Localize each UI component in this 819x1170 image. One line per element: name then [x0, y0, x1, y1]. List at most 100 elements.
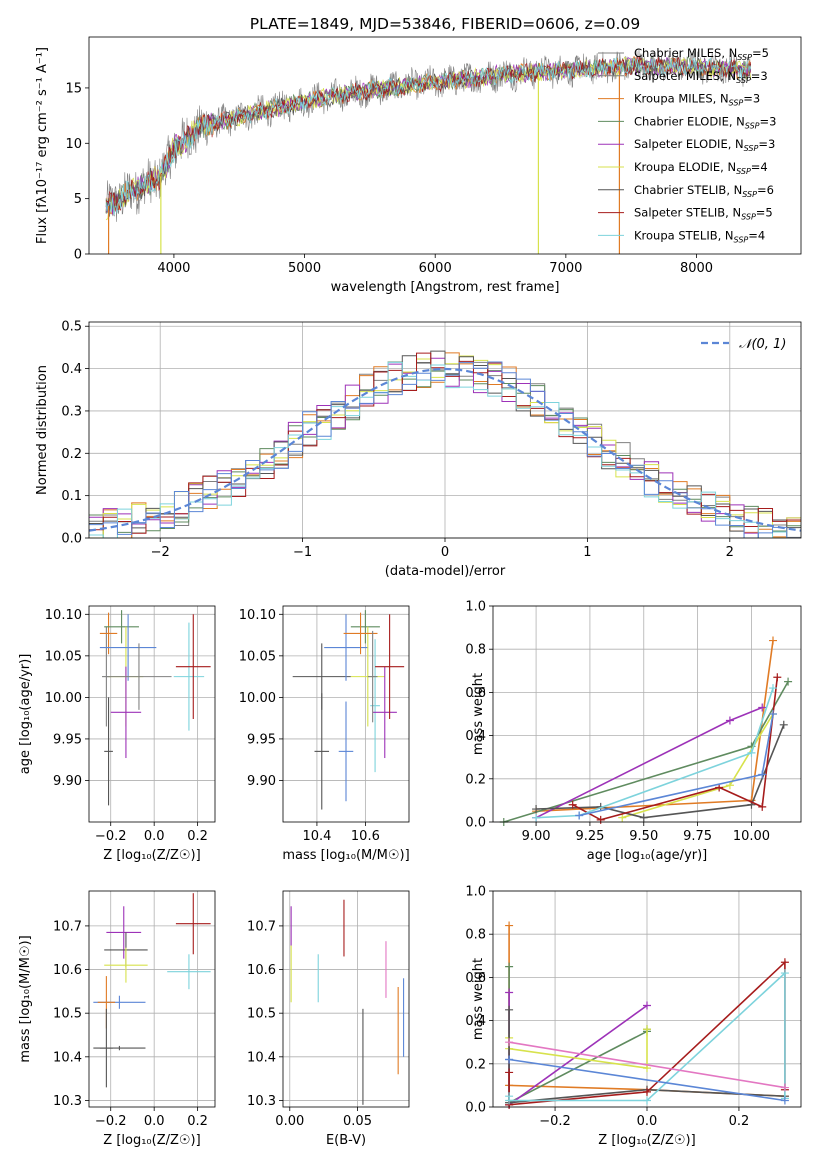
legend-suffix: =6 [757, 183, 774, 197]
y-tick-label: 0.6 [465, 686, 486, 701]
legend-suffix: =3 [743, 92, 760, 106]
legend-subscript: SSP [744, 144, 759, 153]
y-tick-label: 10.3 [247, 1094, 276, 1109]
spectrum-series-line [105, 56, 752, 211]
axes-frame [88, 890, 216, 1108]
residuals-axes: −2 −1 0 1 2 0.0 0.1 0.2 0.3 0.4 0.5 𝒩(0, 1) (data-mo… [35, 320, 802, 579]
errorbars [99, 610, 211, 806]
weight-marker [643, 1087, 651, 1096]
weight-marker [643, 1001, 651, 1010]
weight-series-line [508, 966, 648, 1105]
legend-subscript: SSP [741, 213, 756, 222]
y-tick-label: 10.5 [247, 1007, 276, 1022]
legend-entry: Kroupa MILES, NSSP=3 [634, 92, 760, 108]
histograms [89, 350, 801, 538]
weight-marker [773, 673, 782, 682]
weight-marker [747, 748, 756, 757]
y-tick-label: 0.1 [61, 489, 82, 504]
y-tick-label: 10.5 [53, 1007, 82, 1022]
weight-marker [505, 921, 514, 930]
y-tick-label: 10.4 [53, 1050, 82, 1065]
weight-marker [780, 969, 789, 978]
weight-marker [758, 770, 767, 779]
y-tick-label: 5 [74, 192, 82, 207]
y-tick-label: 10.00 [45, 691, 82, 706]
x-tick-label: 0.2 [187, 829, 208, 844]
weight-marker [618, 813, 627, 822]
x-tick-label: 10.00 [733, 829, 770, 844]
x-tick-label: 9.25 [575, 829, 604, 844]
y-tick-label: 0.3 [61, 404, 82, 419]
y-tick-label: 1.0 [465, 600, 486, 615]
weight-marker [505, 1005, 514, 1014]
y-tick-label: 0.2 [465, 1057, 486, 1072]
weight-marker [758, 802, 767, 811]
legend-entry: Kroupa STELIB, NSSP=4 [634, 228, 765, 244]
x-tick-label: −2 [151, 545, 170, 560]
x-tick-label: 9.75 [683, 829, 712, 844]
axes-frame [492, 605, 802, 823]
weight-marker [505, 988, 514, 997]
errorbars [290, 899, 405, 1105]
y-tick-label: 1.0 [465, 885, 486, 900]
axes-frame [492, 890, 802, 1108]
y-tick-label: 0.8 [465, 643, 486, 658]
normal-curve [89, 367, 801, 532]
x-tick-label: 10.4 [302, 829, 331, 844]
age_vs_Z-axes: −0.2 0.0 0.2 9.90 9.95 10.00 10.05 10.10 Z [log₁… [18, 605, 216, 863]
x-tick-label: 0.0 [637, 1114, 658, 1129]
y-tick-label: 0.5 [61, 320, 82, 335]
legend-text: Chabrier ELODIE, N [634, 114, 745, 128]
errorbars [93, 893, 211, 1088]
y-tick-label: 0 [74, 248, 82, 263]
weight-marker [575, 811, 584, 820]
legend-entry: Salpeter MILES, NSSP=3 [634, 69, 768, 85]
spectrum-lines [105, 49, 752, 254]
errorbars [292, 610, 405, 810]
legend-subscript: SSP [745, 121, 760, 130]
y-axis-label: Normed distribution [35, 365, 50, 495]
weight-marker [780, 958, 789, 967]
legend-entry: 𝒩(0, 1) [739, 337, 786, 352]
y-tick-label: 0.0 [465, 1101, 486, 1116]
x-tick-label: 4000 [157, 261, 190, 276]
x-tick-label: 1 [583, 545, 591, 560]
x-axis-label: Z [log₁₀(Z/Z☉)] [598, 1133, 695, 1148]
legend-text: Chabrier STELIB, N [634, 183, 742, 197]
y-tick-label: 0.0 [465, 816, 486, 831]
x-tick-label: 9.00 [522, 829, 551, 844]
y-tick-label: 10.3 [53, 1094, 82, 1109]
y-tick-label: 9.90 [53, 774, 82, 789]
weight-marker [643, 1096, 651, 1105]
x-tick-label: −0.2 [539, 1114, 571, 1129]
y-tick-label: 10 [65, 137, 82, 152]
axes-frame [88, 605, 216, 823]
y-tick-label: 10.4 [247, 1050, 276, 1065]
x-tick-label: 0.05 [343, 1114, 372, 1129]
axes-frame [282, 890, 410, 1108]
y-axis-label: age [log₁₀(age/yr)] [18, 654, 33, 775]
legend-text: Kroupa ELODIE, N [634, 160, 736, 174]
weight-marker [505, 1096, 514, 1105]
weight-series-line [536, 640, 774, 812]
legend-entry: Chabrier ELODIE, NSSP=3 [634, 114, 776, 130]
y-tick-label: 0.6 [465, 971, 486, 986]
legend-entry: Chabrier STELIB, NSSP=6 [634, 183, 774, 199]
x-tick-label: 0 [441, 545, 449, 560]
x-tick-label: 10.6 [351, 829, 380, 844]
x-axis-label: Z [log₁₀(Z/Z☉)] [103, 848, 200, 863]
legend-text: Chabrier MILES, N [634, 46, 737, 60]
weight-marker [505, 1068, 514, 1077]
y-tick-label: 15 [65, 81, 82, 96]
y-tick-label: 0.4 [61, 362, 82, 377]
legend-suffix: =4 [751, 160, 768, 174]
x-axis-label: age [log₁₀(age/yr)] [587, 848, 708, 863]
spectrum-axes: 4000 5000 6000 7000 8000 0 5 10 15 PLATE=1849, MJ… [35, 15, 802, 295]
legend-suffix: =4 [748, 228, 765, 242]
spectrum-series-line [105, 57, 752, 215]
weight-marker [780, 1083, 789, 1092]
x-tick-label: 8000 [680, 261, 713, 276]
x-axis-label: E(B-V) [326, 1133, 366, 1148]
weight-marker [532, 813, 541, 822]
x-tick-label: 7000 [549, 261, 582, 276]
